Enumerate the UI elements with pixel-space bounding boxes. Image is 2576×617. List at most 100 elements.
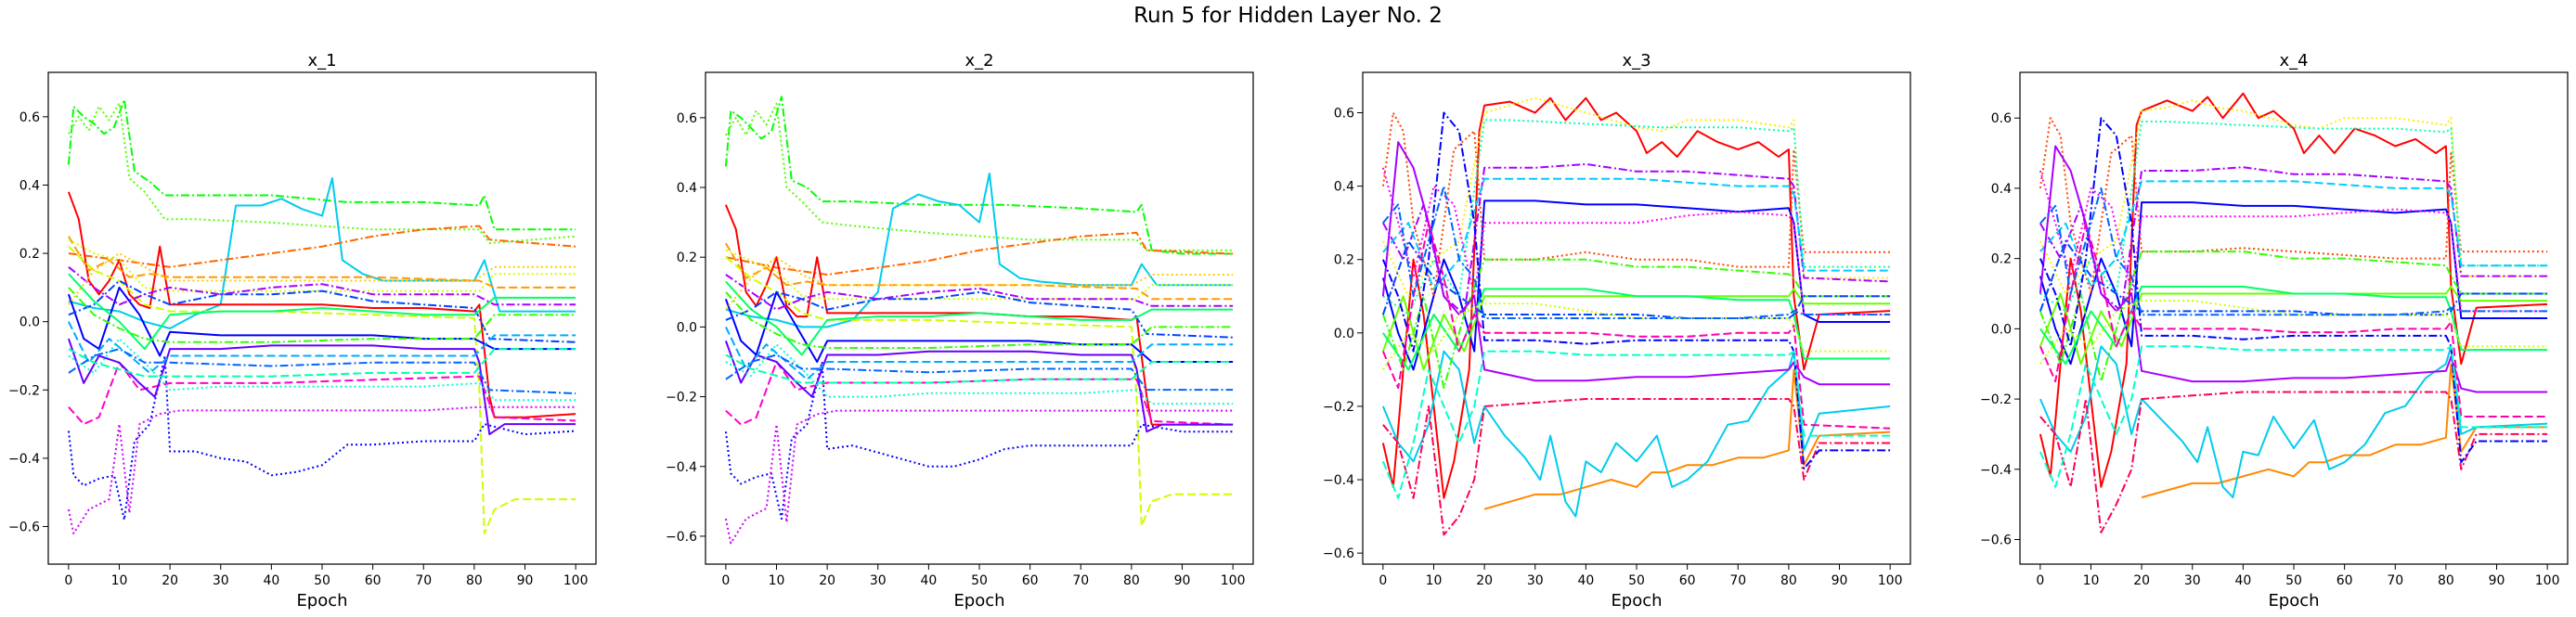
series-line-12 bbox=[2039, 285, 2548, 366]
subplot-title: x_2 bbox=[964, 51, 993, 71]
series-line-18 bbox=[68, 287, 576, 343]
x-tick-label: 0 bbox=[1379, 573, 1387, 588]
subplot-title: x_4 bbox=[2279, 51, 2308, 71]
series-line-17 bbox=[724, 326, 1234, 380]
x-tick-label: 0 bbox=[2036, 573, 2044, 588]
series-line-4 bbox=[1381, 199, 1891, 371]
series-line-16 bbox=[2039, 391, 2548, 533]
x-tick-label: 100 bbox=[563, 573, 589, 588]
x-tick-label: 70 bbox=[2387, 573, 2403, 588]
x-tick-label: 10 bbox=[111, 573, 128, 588]
series-line-9 bbox=[1382, 177, 1891, 290]
series-line-20 bbox=[1382, 302, 1891, 370]
x-tick-label: 10 bbox=[1426, 573, 1443, 588]
x-tick-label: 10 bbox=[2083, 573, 2100, 588]
y-tick-label: −0.4 bbox=[8, 452, 40, 467]
series-line-7 bbox=[725, 249, 1234, 301]
x-tick-label: 20 bbox=[1476, 573, 1493, 588]
y-tick-label: 0.2 bbox=[19, 247, 40, 262]
series-line-17 bbox=[2039, 117, 2548, 464]
series-line-19 bbox=[2039, 345, 2548, 488]
series-line-2 bbox=[1483, 368, 1891, 510]
series-line-16 bbox=[1382, 398, 1891, 536]
series-line-1 bbox=[1381, 96, 1891, 499]
y-tick-label: −0.4 bbox=[1323, 473, 1354, 488]
series-line-18 bbox=[1381, 222, 1891, 430]
series-group bbox=[1381, 96, 1891, 536]
x-tick-label: 70 bbox=[1729, 573, 1746, 588]
y-tick-label: 0.2 bbox=[1991, 252, 2012, 267]
series-line-14 bbox=[2039, 239, 2548, 316]
y-tick-label: 0.4 bbox=[1334, 180, 1354, 195]
y-tick-label: −0.6 bbox=[1323, 546, 1354, 561]
x-tick-label: 30 bbox=[213, 573, 229, 588]
y-tick-label: 0.4 bbox=[1991, 182, 2012, 197]
axes-frame bbox=[47, 71, 597, 565]
series-line-10 bbox=[2039, 170, 2548, 313]
series-line-11 bbox=[725, 361, 1234, 426]
y-tick-label: −0.4 bbox=[1980, 463, 2012, 478]
x-tick-label: 50 bbox=[314, 573, 330, 588]
series-group bbox=[724, 96, 1234, 545]
x-tick-label: 100 bbox=[1221, 573, 1246, 588]
subplot-3: 0 10 20 30 40 50 60 70 80 90 100 −0.6 −0.4 −0.2 0.0 0.2… bbox=[1323, 51, 1911, 611]
subplot-4: 0 10 20 30 40 50 60 70 80 90 100 −0.6 −0.4 −0.2 0.0 0.2… bbox=[1980, 51, 2569, 611]
y-tick-label: −0.2 bbox=[1980, 392, 2012, 407]
series-line-12 bbox=[1381, 288, 1891, 371]
x-tick-label: 40 bbox=[920, 573, 937, 588]
x-tick-label: 80 bbox=[466, 573, 483, 588]
subplot-2: 0 10 20 30 40 50 60 70 80 90 100 −0.6 −0.4 −0.2 0.0 0.2… bbox=[666, 51, 1254, 611]
y-tick-label: −0.2 bbox=[1323, 400, 1354, 415]
series-line-22 bbox=[725, 256, 1234, 311]
series-line-7 bbox=[68, 238, 576, 292]
series-line-20 bbox=[68, 266, 576, 306]
x-tick-label: 0 bbox=[721, 573, 730, 588]
x-tick-label: 100 bbox=[2535, 573, 2560, 588]
series-line-4 bbox=[2039, 201, 2548, 366]
series-line-7 bbox=[2039, 121, 2548, 313]
x-tick-label: 50 bbox=[1628, 573, 1645, 588]
series-line-22 bbox=[68, 252, 576, 305]
y-tick-label: 0.2 bbox=[1334, 253, 1354, 268]
series-line-5 bbox=[67, 191, 576, 418]
x-tick-label: 60 bbox=[1679, 573, 1696, 588]
y-tick-label: −0.6 bbox=[8, 521, 40, 535]
x-tick-label: 50 bbox=[2285, 573, 2302, 588]
x-tick-label: 80 bbox=[2438, 573, 2454, 588]
x-tick-label: 30 bbox=[2184, 573, 2201, 588]
series-line-21 bbox=[2039, 186, 2548, 316]
series-line-9 bbox=[67, 354, 576, 521]
series-line-15 bbox=[2039, 145, 2548, 393]
x-tick-label: 40 bbox=[1577, 573, 1594, 588]
subplot-1: 0 10 20 30 40 50 60 70 80 90 100 −0.6 −0.4 −0.2 0.0 0.2… bbox=[8, 51, 597, 611]
series-line-20 bbox=[725, 274, 1234, 311]
series-line-3 bbox=[1381, 350, 1891, 518]
x-tick-label: 20 bbox=[162, 573, 178, 588]
series-line-14 bbox=[1381, 239, 1891, 319]
subplot-title: x_1 bbox=[307, 51, 336, 71]
series-line-9 bbox=[724, 361, 1234, 521]
series-line-4 bbox=[725, 231, 1234, 276]
x-tick-label: 30 bbox=[870, 573, 887, 588]
x-tick-label: 70 bbox=[415, 573, 432, 588]
series-line-8 bbox=[725, 256, 1234, 527]
x-tick-label: 80 bbox=[1780, 573, 1797, 588]
y-tick-label: 0.6 bbox=[1991, 111, 2012, 126]
x-tick-label: 30 bbox=[1527, 573, 1544, 588]
series-line-21 bbox=[1382, 185, 1891, 319]
y-tick-label: 0.0 bbox=[1334, 327, 1354, 341]
series-line-2 bbox=[2141, 363, 2548, 499]
y-tick-label: 0.0 bbox=[19, 315, 40, 330]
series-line-8 bbox=[2039, 166, 2548, 313]
series-line-4 bbox=[68, 225, 576, 268]
series-line-6 bbox=[2039, 99, 2548, 295]
x-axis-label: Epoch bbox=[953, 591, 1004, 611]
series-line-10 bbox=[724, 409, 1234, 545]
series-line-16 bbox=[68, 338, 576, 402]
series-line-15 bbox=[68, 273, 576, 351]
x-tick-label: 90 bbox=[1174, 573, 1191, 588]
y-tick-label: 0.6 bbox=[677, 111, 697, 126]
series-line-12 bbox=[724, 341, 1234, 433]
series-line-5 bbox=[2039, 117, 2548, 295]
series-line-11 bbox=[68, 361, 576, 426]
